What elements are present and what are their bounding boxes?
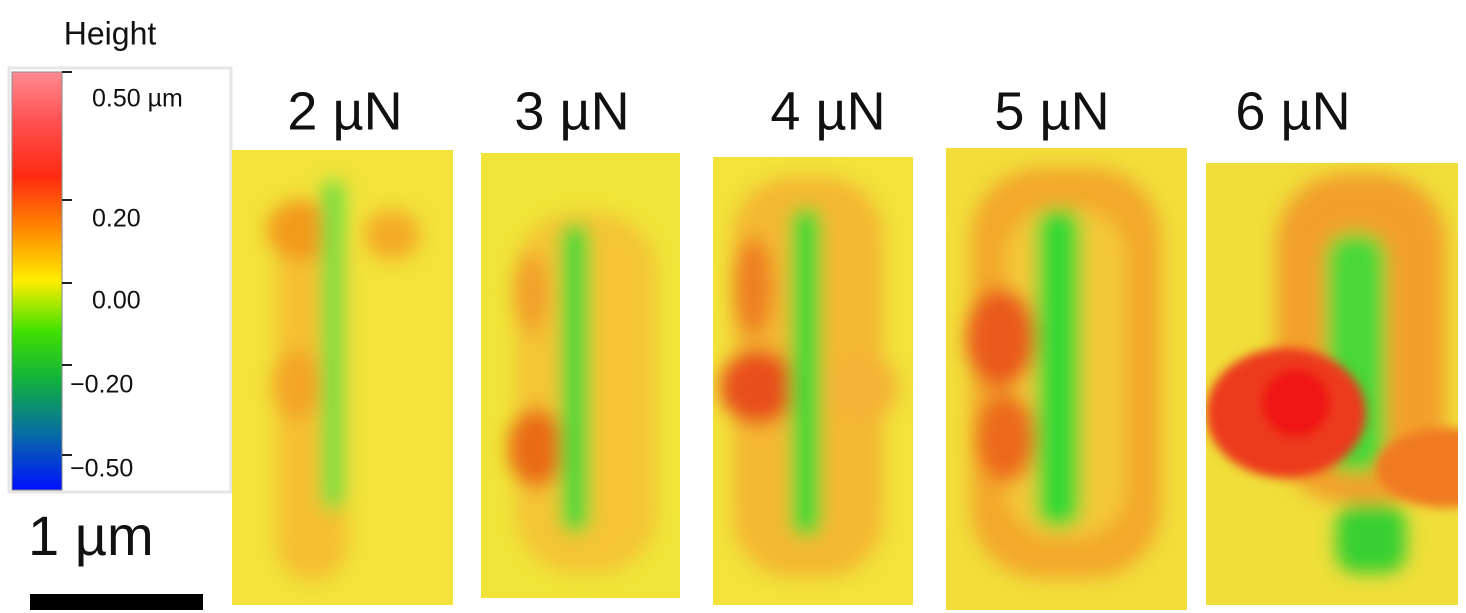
colorbar-tick-label: 0.50 µm	[92, 85, 183, 113]
figure: Height 0.50 µm 0.20 0.00 −0.20 −0.50 1 µ…	[0, 0, 1466, 613]
height-map	[481, 153, 680, 598]
colorbar-title: Height	[64, 15, 157, 51]
panel-label: 3 µN	[514, 81, 629, 141]
height-map	[946, 148, 1187, 610]
colorbar-tick-label: −0.20	[70, 371, 133, 399]
height-map	[232, 150, 453, 605]
height-map	[1206, 163, 1466, 605]
panel-label: 4 µN	[770, 81, 885, 141]
panel-label: 6 µN	[1235, 81, 1350, 141]
colorbar-tick-label: 0.00	[92, 287, 141, 315]
colorbar	[12, 72, 62, 490]
colorbar-tick-label: −0.50	[70, 455, 133, 483]
scale-bar	[30, 594, 203, 610]
colorbar-tick-label: 0.20	[92, 205, 141, 233]
panel-label: 5 µN	[994, 81, 1109, 141]
height-map	[713, 157, 913, 605]
scale-bar-label: 1 µm	[28, 504, 154, 567]
panel-label: 2 µN	[287, 81, 402, 141]
